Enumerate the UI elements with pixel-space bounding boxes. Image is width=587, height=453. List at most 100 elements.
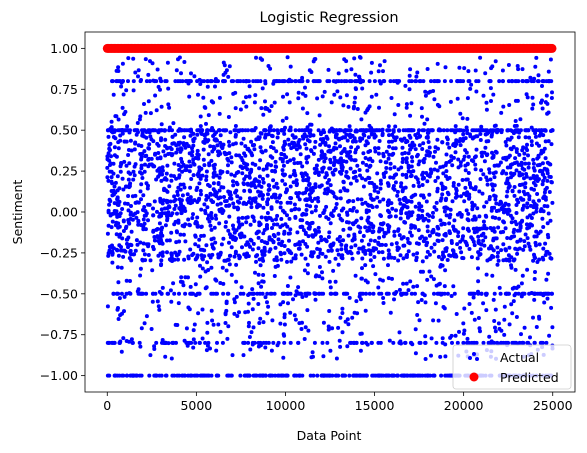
actual-point <box>185 343 190 348</box>
actual-point <box>396 103 401 107</box>
actual-point <box>236 216 241 221</box>
actual-point <box>279 257 284 262</box>
actual-point <box>504 157 509 162</box>
actual-point <box>198 188 203 193</box>
actual-point <box>268 154 273 159</box>
actual-point <box>405 205 410 210</box>
actual-point <box>489 99 493 103</box>
actual-point <box>340 311 345 315</box>
actual-point <box>531 161 536 166</box>
actual-point <box>153 93 158 98</box>
actual-point <box>472 128 476 133</box>
actual-point <box>480 191 485 196</box>
actual-point <box>513 156 518 161</box>
actual-point <box>138 189 143 194</box>
actual-point <box>307 139 312 144</box>
actual-point <box>340 330 345 335</box>
actual-point <box>469 310 474 315</box>
actual-point <box>262 245 267 250</box>
actual-point <box>326 217 331 221</box>
actual-point <box>522 151 527 156</box>
actual-point <box>182 128 187 133</box>
actual-point <box>452 291 457 296</box>
actual-point <box>263 134 268 138</box>
actual-point <box>207 219 212 224</box>
actual-point <box>368 258 373 263</box>
actual-point <box>385 200 390 205</box>
actual-point <box>469 82 474 87</box>
actual-point <box>257 321 262 325</box>
actual-point <box>124 339 129 343</box>
actual-point <box>409 164 414 169</box>
actual-point <box>407 133 412 138</box>
actual-point <box>169 230 174 235</box>
actual-point <box>121 254 126 259</box>
actual-point <box>327 309 332 313</box>
actual-point <box>294 178 299 183</box>
actual-point <box>197 77 202 82</box>
actual-point <box>296 90 301 95</box>
actual-point <box>363 110 368 115</box>
actual-point <box>443 247 448 251</box>
actual-point <box>232 297 237 302</box>
actual-point <box>238 107 243 112</box>
actual-point <box>326 235 331 239</box>
actual-point <box>384 166 389 170</box>
actual-point <box>203 211 208 216</box>
actual-point <box>151 247 156 252</box>
actual-point <box>462 199 467 204</box>
actual-point <box>116 146 121 151</box>
actual-point <box>451 181 456 185</box>
actual-point <box>171 121 176 126</box>
actual-point <box>297 197 302 202</box>
actual-point <box>335 159 340 164</box>
actual-point <box>212 225 217 230</box>
actual-point <box>287 216 292 221</box>
actual-point <box>488 177 493 182</box>
actual-point <box>262 249 267 254</box>
actual-point <box>501 169 506 174</box>
actual-point <box>381 197 386 202</box>
actual-point <box>177 249 182 254</box>
actual-point <box>395 193 400 198</box>
actual-point <box>319 155 324 160</box>
actual-point <box>401 203 406 208</box>
actual-point <box>376 240 381 245</box>
actual-point <box>195 373 200 378</box>
actual-point <box>540 161 545 166</box>
actual-point <box>505 128 510 133</box>
actual-point <box>164 171 169 176</box>
actual-point <box>441 250 445 255</box>
actual-point <box>265 311 270 316</box>
actual-point <box>264 164 269 168</box>
actual-point <box>172 194 177 199</box>
actual-point <box>226 163 230 168</box>
actual-point <box>404 105 409 110</box>
actual-point <box>253 93 258 98</box>
actual-point <box>417 201 422 206</box>
actual-point <box>504 143 509 148</box>
actual-point <box>248 222 253 227</box>
actual-point <box>339 160 344 165</box>
actual-point <box>159 262 164 267</box>
actual-point <box>345 291 350 296</box>
actual-point <box>517 152 522 157</box>
actual-point <box>523 135 528 140</box>
actual-point <box>451 183 456 188</box>
actual-point <box>478 252 483 257</box>
actual-point <box>193 282 198 287</box>
actual-point <box>543 241 548 246</box>
actual-point <box>333 291 338 296</box>
actual-point <box>495 262 500 267</box>
actual-point <box>514 315 519 319</box>
actual-point <box>417 340 422 345</box>
actual-point <box>115 291 120 296</box>
actual-point <box>143 57 148 62</box>
actual-point <box>136 291 141 296</box>
actual-point <box>322 208 327 213</box>
actual-point <box>117 340 122 345</box>
actual-point <box>313 228 317 233</box>
actual-point <box>404 281 409 286</box>
actual-point <box>433 149 437 154</box>
actual-point <box>519 281 524 286</box>
